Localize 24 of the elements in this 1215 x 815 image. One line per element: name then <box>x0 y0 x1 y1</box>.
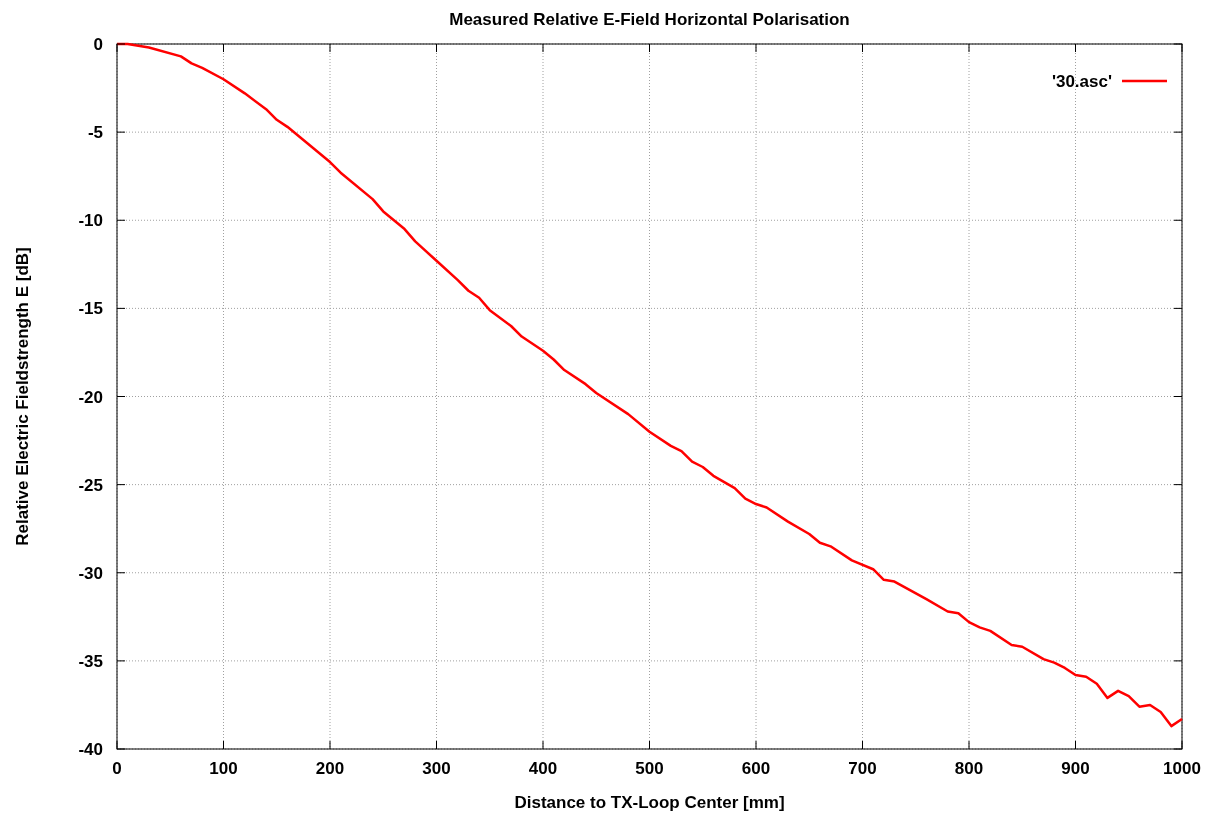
y-tick-label: -35 <box>78 651 103 671</box>
y-tick-label: -10 <box>78 211 103 231</box>
legend-label: '30.asc' <box>1051 72 1112 91</box>
chart-title: Measured Relative E-Field Horizontal Polarisation <box>449 10 850 29</box>
x-axis-title: Distance to TX-Loop Center [mm] <box>514 793 785 812</box>
x-tick-label: 800 <box>954 759 984 778</box>
y-tick-label: 0 <box>93 35 103 54</box>
x-tick-label: 100 <box>209 759 238 778</box>
x-tick-label: 600 <box>741 759 771 778</box>
y-tick-label: -5 <box>87 123 103 143</box>
x-tick-label: 400 <box>528 759 558 778</box>
x-tick-label: 500 <box>635 759 664 778</box>
y-tick-label: -25 <box>78 475 103 495</box>
y-tick-label: -15 <box>78 299 103 319</box>
x-tick-label: 0 <box>112 759 122 778</box>
x-tick-label: 200 <box>315 759 345 778</box>
y-tick-label: -30 <box>78 563 103 583</box>
x-tick-label: 700 <box>848 759 877 778</box>
y-tick-label: -20 <box>78 387 103 407</box>
x-tick-label: 900 <box>1061 759 1090 778</box>
x-tick-label: 1000 <box>1163 759 1201 778</box>
y-axis-title: Relative Electric Fieldstrength E [dB] <box>13 247 32 546</box>
x-tick-label: 300 <box>422 759 451 778</box>
y-tick-label: -40 <box>78 740 103 759</box>
